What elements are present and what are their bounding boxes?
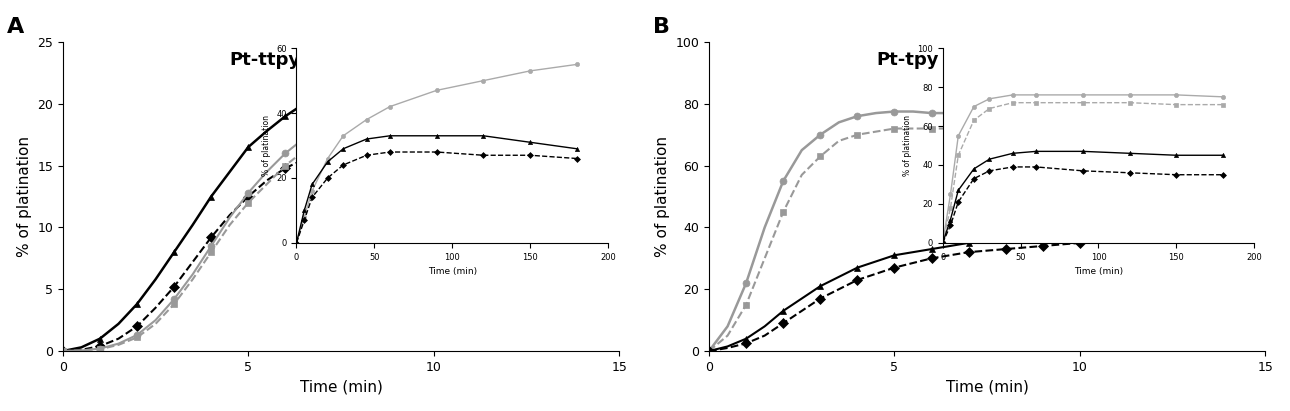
Y-axis label: % of platination: % of platination (655, 136, 670, 257)
Text: B: B (654, 17, 671, 37)
Text: A: A (8, 17, 25, 37)
Text: Pt-tpy: Pt-tpy (876, 51, 938, 69)
X-axis label: Time (min): Time (min) (299, 379, 382, 394)
X-axis label: Time (min): Time (min) (946, 379, 1028, 394)
Y-axis label: % of platination: % of platination (17, 136, 32, 257)
Text: Pt-ttpy: Pt-ttpy (230, 51, 301, 69)
